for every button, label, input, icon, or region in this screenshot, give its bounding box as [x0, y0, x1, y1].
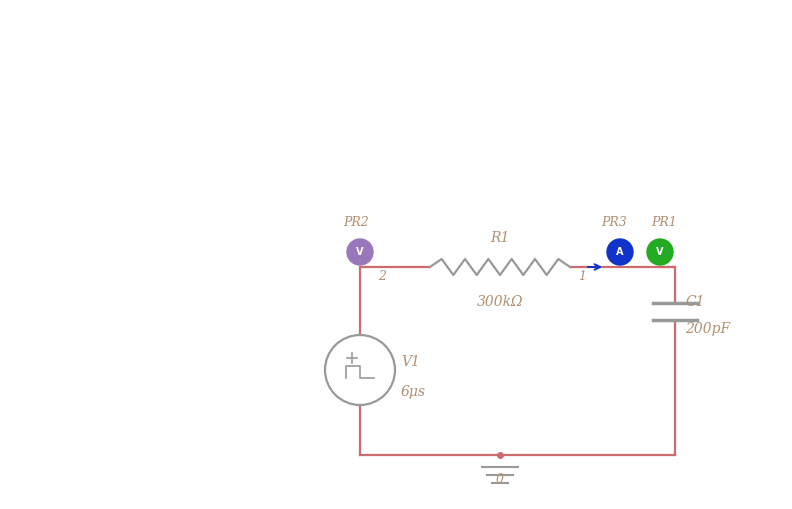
Text: 6μs: 6μs	[401, 385, 426, 399]
Text: PR1: PR1	[651, 216, 677, 229]
Text: PR3: PR3	[601, 216, 627, 229]
Text: V1: V1	[401, 355, 420, 369]
Circle shape	[347, 239, 373, 265]
Text: 0: 0	[496, 473, 504, 486]
Text: V: V	[657, 247, 664, 257]
Text: A: A	[616, 247, 624, 257]
Circle shape	[607, 239, 633, 265]
Text: 1: 1	[578, 270, 586, 283]
Circle shape	[647, 239, 673, 265]
Text: 300kΩ: 300kΩ	[477, 295, 524, 309]
Text: PR2: PR2	[343, 216, 369, 229]
Text: V: V	[356, 247, 364, 257]
Text: C1: C1	[685, 295, 705, 308]
Text: 200pF: 200pF	[685, 323, 730, 336]
Text: R1: R1	[490, 231, 510, 245]
Text: 2: 2	[378, 270, 386, 283]
